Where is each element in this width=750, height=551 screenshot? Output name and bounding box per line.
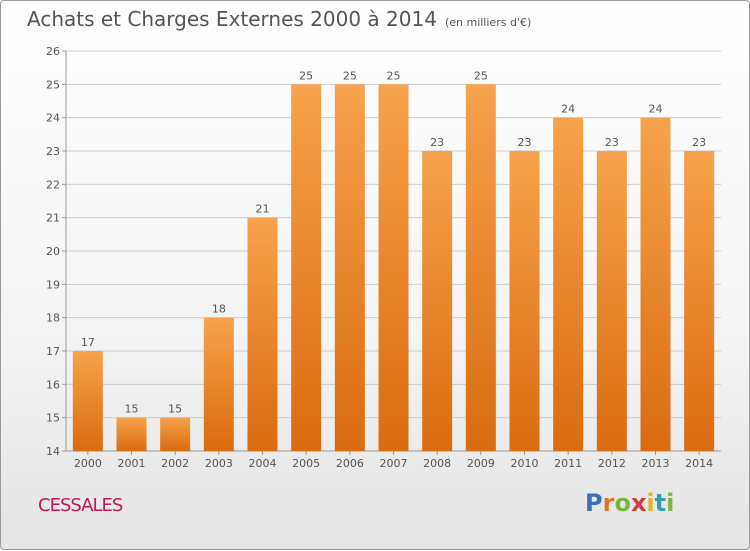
y-tick-label: 22 — [46, 178, 60, 191]
bar — [203, 317, 234, 451]
y-tick-label: 21 — [46, 212, 60, 225]
x-tick-label: 2001 — [118, 457, 146, 470]
bar — [509, 151, 540, 451]
y-tick-label: 19 — [46, 278, 60, 291]
data-label: 24 — [649, 103, 663, 116]
x-tick-label: 2008 — [423, 457, 451, 470]
bar — [334, 84, 365, 451]
data-label: 25 — [343, 69, 357, 82]
y-tick-label: 18 — [46, 312, 60, 325]
y-tick-label: 24 — [46, 112, 60, 125]
chart-subtitle: (en milliers d'€) — [444, 16, 532, 29]
logo-letter: o — [614, 489, 631, 517]
bar — [247, 217, 278, 451]
bar — [72, 351, 103, 451]
x-tick-label: 2011 — [554, 457, 582, 470]
x-tick-label: 2014 — [685, 457, 713, 470]
bar — [291, 84, 322, 451]
y-tick-label: 17 — [46, 345, 60, 358]
y-tick-label: 26 — [46, 45, 60, 58]
data-label: 23 — [430, 136, 444, 149]
y-tick-label: 20 — [46, 245, 60, 258]
bar — [422, 151, 453, 451]
bar — [160, 417, 191, 451]
logo-letter: i — [666, 489, 675, 517]
bar — [553, 117, 584, 452]
data-label: 25 — [299, 69, 313, 82]
logo-letter: x — [630, 489, 647, 517]
logo-letter: P — [585, 489, 603, 517]
x-tick-label: 2006 — [336, 457, 364, 470]
data-label: 17 — [81, 336, 95, 349]
proxiti-logo: Proxiti — [585, 489, 674, 517]
data-label: 25 — [387, 69, 401, 82]
y-tick-label: 25 — [46, 78, 60, 91]
logo-letter: t — [654, 489, 667, 517]
bar — [684, 151, 715, 451]
y-tick-label: 16 — [46, 378, 60, 391]
x-tick-label: 2013 — [642, 457, 670, 470]
x-tick-label: 2003 — [205, 457, 233, 470]
bar — [465, 84, 496, 451]
data-label: 23 — [518, 136, 532, 149]
x-tick-label: 2000 — [74, 457, 102, 470]
x-tick-label: 2007 — [380, 457, 408, 470]
data-label: 18 — [212, 303, 226, 316]
x-tick-label: 2004 — [249, 457, 277, 470]
bar — [640, 117, 671, 452]
chart-title-text: Achats et Charges Externes 2000 à 2014 — [27, 7, 437, 31]
data-label: 21 — [256, 203, 270, 216]
x-tick-label: 2009 — [467, 457, 495, 470]
x-tick-label: 2010 — [511, 457, 539, 470]
data-label: 23 — [692, 136, 706, 149]
place-name: CESSALES — [38, 495, 123, 516]
logo-letter: r — [602, 489, 615, 517]
data-label: 15 — [168, 403, 182, 416]
bar — [378, 84, 409, 451]
bar — [596, 151, 627, 451]
logo-letter: i — [646, 489, 655, 517]
y-tick-label: 15 — [46, 412, 60, 425]
x-tick-label: 2012 — [598, 457, 626, 470]
data-label: 15 — [125, 403, 139, 416]
y-tick-label: 23 — [46, 145, 60, 158]
data-label: 24 — [561, 103, 575, 116]
x-tick-label: 2002 — [161, 457, 189, 470]
bar — [116, 417, 147, 451]
x-tick-label: 2005 — [292, 457, 320, 470]
data-label: 25 — [474, 69, 488, 82]
y-tick-label: 14 — [46, 445, 60, 458]
chart-title: Achats et Charges Externes 2000 à 2014 (e… — [27, 7, 531, 31]
data-label: 23 — [605, 136, 619, 149]
